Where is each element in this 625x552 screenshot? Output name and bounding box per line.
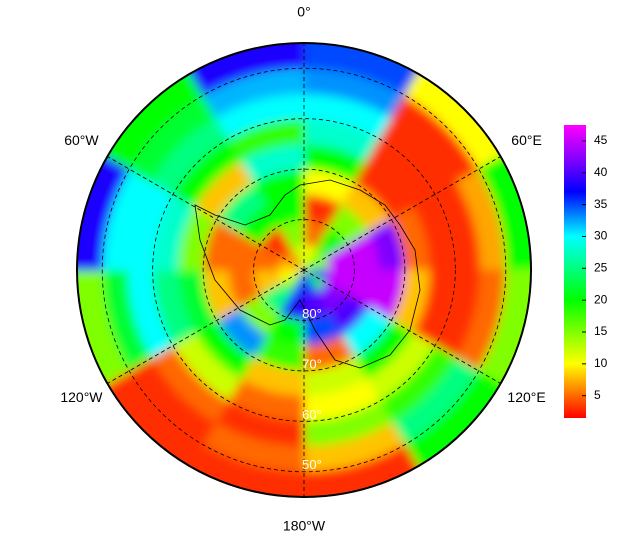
coastline [194,179,421,369]
colorbar [564,125,586,418]
lon-line [303,156,501,271]
colorbar-label: 5 [594,388,601,402]
colorbar-label: 35 [594,197,608,211]
colorbar-label: 45 [594,133,608,147]
lon-label: 0° [297,4,310,20]
lon-label: 60°W [64,132,99,148]
lat-circle [202,168,406,372]
lon-line [107,156,305,271]
lon-line [107,269,305,384]
lon-label: 60°E [511,132,542,148]
lon-label: 180°W [283,518,326,534]
lat-circle [101,67,507,473]
field [77,43,531,497]
lon-label: 120°E [507,389,545,405]
lat-label: 60° [302,407,322,422]
lat-label: 70° [302,356,322,371]
colorbar-label: 15 [594,324,608,338]
colorbar-label: 30 [594,229,608,243]
colorbar-label: 20 [594,292,608,306]
lon-label: 120°W [60,389,103,405]
lat-label: 80° [302,306,322,321]
colorbar-label: 25 [594,260,608,274]
colorbar-label: 10 [594,356,608,370]
map-border [76,42,532,498]
lon-line [303,269,501,384]
graticule [101,43,507,497]
lat-label: 50° [302,457,322,472]
colorbar-label: 40 [594,165,608,179]
lat-circle [152,118,456,422]
